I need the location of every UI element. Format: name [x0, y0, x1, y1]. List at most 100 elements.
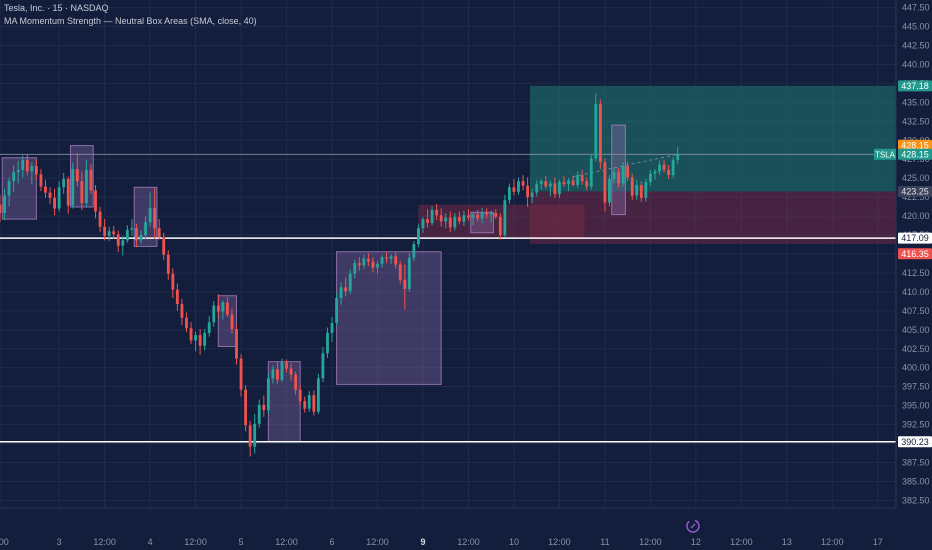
candle-body — [517, 181, 520, 192]
x-tick-label: 4 — [148, 537, 153, 547]
candle-body — [667, 169, 670, 176]
candle-body — [612, 172, 616, 179]
y-tick-label: 385.00 — [902, 476, 930, 486]
candle-body — [371, 261, 375, 268]
candle-body — [125, 229, 129, 241]
candle-body — [266, 378, 270, 411]
candle-body — [326, 332, 329, 354]
candle-body — [348, 273, 352, 292]
x-tick-label: 9 — [420, 537, 425, 547]
candle-body — [544, 181, 548, 187]
zone-green — [529, 85, 896, 192]
candle-body — [344, 287, 348, 292]
y-tick-label: 447.50 — [902, 3, 930, 13]
x-tick-label: 12:00 — [457, 537, 480, 547]
y-tick-label: 440.00 — [902, 59, 930, 69]
price-tag-text: 417.09 — [901, 233, 929, 243]
candle-body — [48, 192, 52, 198]
candle-body — [330, 322, 334, 333]
candle-body — [198, 335, 202, 346]
x-tick-label: 13 — [782, 537, 792, 547]
candle-body — [630, 177, 634, 196]
candle-body — [376, 263, 379, 268]
candle-body — [603, 162, 607, 203]
candle-body — [453, 216, 457, 228]
reset-icon[interactable] — [684, 517, 702, 535]
candle-body — [480, 212, 484, 219]
candle-body — [385, 257, 389, 259]
candle-body — [307, 395, 311, 409]
candle-body — [7, 181, 11, 196]
y-tick-label: 422.50 — [902, 192, 930, 202]
x-tick-label: 3 — [57, 537, 62, 547]
candle-body — [676, 154, 680, 160]
candle-body — [271, 369, 275, 379]
candle-body — [94, 190, 97, 212]
candle-body — [403, 279, 407, 289]
price-tag — [898, 185, 932, 197]
candle-body — [71, 169, 75, 206]
candle-body — [107, 231, 111, 236]
candle-body — [121, 240, 125, 246]
price-tag — [898, 436, 932, 448]
price-labels: 437.18 428.15 TSLA 428.15 423.25 417.09 416.35… — [874, 80, 932, 448]
y-tick-label: 400.00 — [902, 363, 930, 373]
price-tag-text: 423.25 — [901, 186, 929, 196]
y-tick-label: 432.50 — [902, 116, 930, 126]
candle-body — [357, 263, 361, 266]
candle-body — [312, 395, 316, 412]
y-axis-bg — [896, 0, 932, 550]
candle-body — [175, 289, 179, 305]
x-tick-label: 6 — [330, 537, 335, 547]
price-tag — [898, 80, 932, 92]
candle-body — [116, 234, 120, 246]
price-tag — [898, 139, 932, 151]
indicator-label[interactable]: MA Momentum Strength — Neutral Box Areas… — [4, 16, 257, 26]
candle-body — [0, 204, 2, 214]
candle-body — [362, 258, 366, 266]
x-tick-label: 12:00 — [821, 537, 844, 547]
candle-body — [548, 183, 552, 187]
candle-body — [230, 314, 234, 330]
price-tag-text: 437.18 — [901, 81, 929, 91]
x-tick-label: 5 — [239, 537, 244, 547]
candle-body — [85, 169, 88, 204]
candle-body — [148, 207, 152, 223]
candle-body — [294, 374, 298, 390]
candle-body — [30, 166, 34, 172]
candle-body — [253, 423, 257, 447]
y-tick-label: 382.50 — [902, 495, 930, 505]
price-tag — [898, 232, 932, 244]
candle-body — [321, 353, 325, 379]
candle-body — [671, 159, 675, 176]
candle-body — [562, 181, 566, 185]
candle-body — [130, 228, 134, 230]
candle-body — [157, 228, 161, 238]
horizontal-lines — [0, 153, 896, 443]
candle-body — [585, 181, 589, 187]
price-tag-text: 428.15 — [901, 149, 929, 159]
candle-body — [57, 187, 61, 209]
candle-body — [598, 103, 602, 163]
candle-body — [589, 158, 593, 187]
candle-body — [576, 175, 580, 186]
x-tick-label: 12:00 — [366, 537, 389, 547]
candle-body — [594, 103, 598, 159]
candle-body — [316, 378, 320, 412]
candle-body — [417, 228, 420, 245]
y-tick-label: 420.00 — [902, 211, 930, 221]
candle-body — [653, 171, 657, 174]
candle-body — [353, 263, 357, 274]
candle-body — [435, 210, 439, 216]
candle-body — [444, 217, 448, 222]
candle-body — [485, 212, 489, 215]
x-tick-label: 2:00 — [0, 537, 9, 547]
y-tick-label: 425.00 — [902, 173, 930, 183]
candle-body — [203, 332, 207, 346]
candle-body — [12, 172, 16, 182]
candle-body — [471, 214, 475, 218]
x-tick-label: 12:00 — [639, 537, 662, 547]
candle-body — [567, 180, 570, 185]
x-tick-label: 12:00 — [730, 537, 753, 547]
